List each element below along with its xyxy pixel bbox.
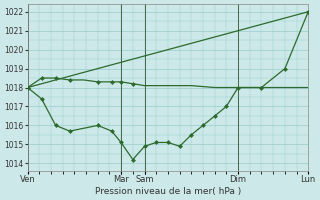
X-axis label: Pression niveau de la mer( hPa ): Pression niveau de la mer( hPa ) — [95, 187, 241, 196]
